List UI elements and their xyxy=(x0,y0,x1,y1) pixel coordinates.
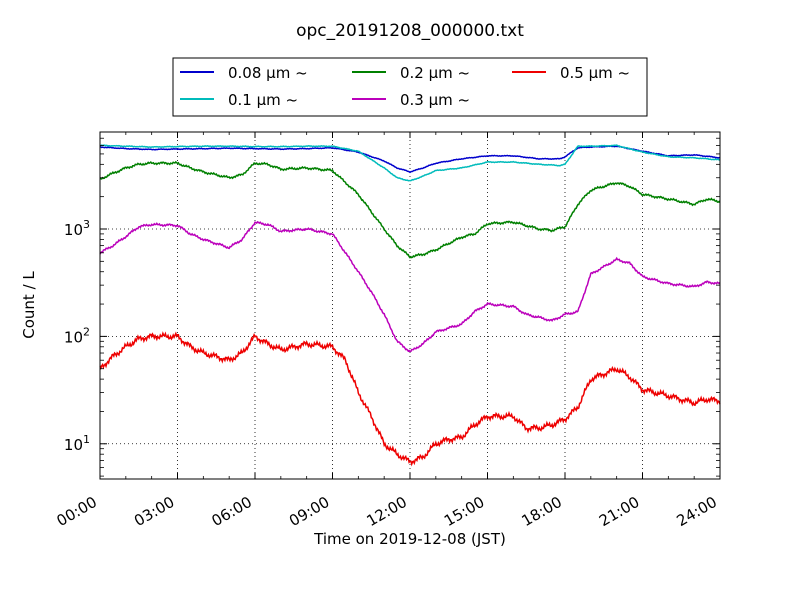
series-line-4 xyxy=(99,331,721,467)
y-tick-label-exponent: 2 xyxy=(83,325,90,338)
series-lines xyxy=(99,144,721,467)
y-tick-label-base: 10 xyxy=(64,221,83,239)
x-tick-label: 24:00 xyxy=(674,493,720,530)
series-line-1 xyxy=(99,144,721,182)
y-tick-label-exponent: 1 xyxy=(83,433,90,446)
series-line-3 xyxy=(99,220,721,353)
x-axis: 00:00 03:00 06:00 09:00 12:00 15:00 18:00 21:00… xyxy=(54,132,721,530)
x-tick-label: 09:00 xyxy=(286,493,332,530)
series-line-0 xyxy=(99,145,721,174)
y-tick-label-base: 10 xyxy=(64,328,83,346)
y-tick-label-base: 10 xyxy=(64,436,83,454)
legend-box xyxy=(172,57,648,117)
y-tick-label: 101 xyxy=(64,433,90,454)
y-axis-label: Count / L xyxy=(20,271,38,339)
legend-label-0: 0.08 μm ~ xyxy=(228,64,308,82)
x-tick-label: 12:00 xyxy=(364,493,410,530)
x-axis-label: Time on 2019-12-08 (JST) xyxy=(313,530,506,548)
x-tick-label: 00:00 xyxy=(54,493,100,530)
grid xyxy=(100,132,720,479)
x-tick-label: 06:00 xyxy=(209,493,255,530)
x-tick-label: 21:00 xyxy=(596,493,642,530)
y-tick-label-exponent: 3 xyxy=(83,218,90,231)
x-tick-label: 03:00 xyxy=(131,493,177,530)
y-tick-label: 103 xyxy=(64,218,90,239)
legend-label-2: 0.2 μm ~ xyxy=(400,64,470,82)
x-tick-label: 15:00 xyxy=(441,493,487,530)
legend: 0.08 μm ~ 0.1 μm ~ 0.2 μm ~ 0.3 μm ~ 0.5 μm … xyxy=(172,57,648,117)
x-tick-label: 18:00 xyxy=(519,493,565,530)
legend-label-3: 0.3 μm ~ xyxy=(400,91,470,109)
series-line-2 xyxy=(99,160,721,259)
y-tick-label: 102 xyxy=(64,325,90,346)
chart-title: opc_20191208_000000.txt xyxy=(296,21,524,41)
legend-label-1: 0.1 μm ~ xyxy=(228,91,298,109)
legend-label-4: 0.5 μm ~ xyxy=(560,64,630,82)
